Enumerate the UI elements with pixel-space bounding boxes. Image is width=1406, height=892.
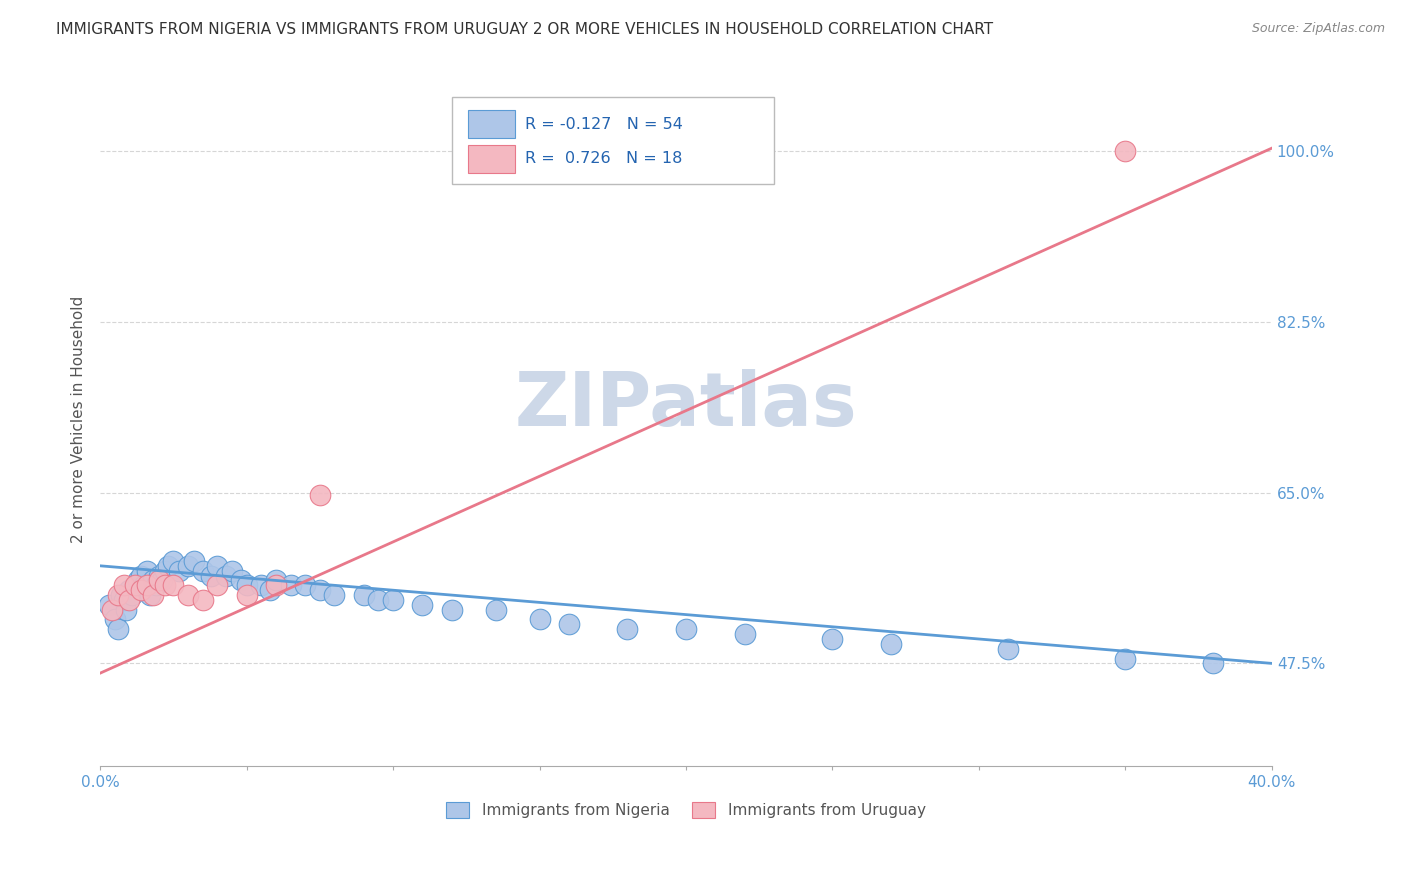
Point [101,603,124,617]
Point [259,583,281,598]
Point [616,622,638,636]
Point [1114,651,1136,665]
Text: R = -0.127   N = 54: R = -0.127 N = 54 [526,117,683,132]
Point [484,603,506,617]
Point [124,578,146,592]
Point [177,588,200,602]
Point [107,622,129,636]
Point [367,593,389,607]
Point [153,578,176,592]
Point [132,578,155,592]
Point [215,568,238,582]
Point [129,568,152,582]
Point [162,578,184,592]
Point [382,593,405,607]
Point [353,588,375,602]
Point [121,588,143,602]
Point [250,578,273,592]
Point [118,583,141,598]
Point [207,578,229,592]
Point [264,578,287,592]
Point [136,578,159,592]
Point [115,603,138,617]
Point [200,568,222,582]
Point [294,578,316,592]
Point [107,588,129,602]
Point [191,593,214,607]
Point [183,554,205,568]
FancyBboxPatch shape [468,111,515,138]
Legend: Immigrants from Nigeria, Immigrants from Uruguay: Immigrants from Nigeria, Immigrants from… [440,796,932,824]
Point [229,574,252,588]
Point [308,487,330,501]
Point [167,564,190,578]
Point [821,632,844,646]
Point [156,558,179,573]
Point [153,564,176,578]
Point [191,564,214,578]
Point [118,593,141,607]
Point [129,583,152,598]
Point [148,568,170,582]
Point [110,588,132,602]
Point [207,558,229,573]
FancyBboxPatch shape [451,97,773,184]
FancyBboxPatch shape [468,145,515,173]
Point [142,574,165,588]
Point [150,574,173,588]
Point [529,612,551,626]
Point [142,588,165,602]
Point [880,637,903,651]
Text: IMMIGRANTS FROM NIGERIA VS IMMIGRANTS FROM URUGUAY 2 OR MORE VEHICLES IN HOUSEHO: IMMIGRANTS FROM NIGERIA VS IMMIGRANTS FR… [56,22,994,37]
Point [323,588,346,602]
Point [675,622,697,636]
Point [558,617,581,632]
Point [124,578,146,592]
Point [411,598,433,612]
Point [1202,657,1225,671]
Point [162,554,184,568]
Point [235,578,257,592]
Point [997,641,1019,656]
Point [97,598,120,612]
Point [280,578,302,592]
Text: Source: ZipAtlas.com: Source: ZipAtlas.com [1251,22,1385,36]
Y-axis label: 2 or more Vehicles in Household: 2 or more Vehicles in Household [72,296,86,543]
Point [139,588,162,602]
Point [221,564,243,578]
Point [177,558,200,573]
Point [136,564,159,578]
Point [440,603,463,617]
Point [264,574,287,588]
Point [235,588,257,602]
Point [1114,144,1136,158]
Point [734,627,756,641]
Point [112,593,135,607]
Point [148,574,170,588]
Text: R =  0.726   N = 18: R = 0.726 N = 18 [526,152,683,167]
Point [127,574,149,588]
Text: ZIPatlas: ZIPatlas [515,369,858,442]
Point [145,578,167,592]
Point [112,578,135,592]
Point [308,583,330,598]
Point [104,612,127,626]
